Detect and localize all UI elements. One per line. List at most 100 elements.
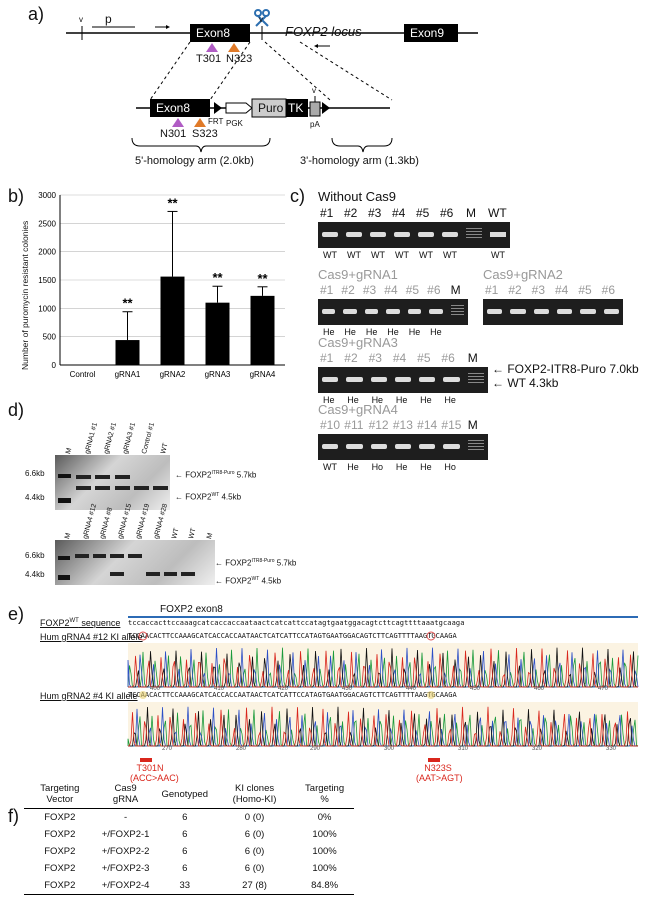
genotype-label: He xyxy=(395,395,408,405)
lane-label: #6 xyxy=(601,283,616,297)
allele1-sequence: TCCAACACTTCCAAAGCATCACCACCAATAACTCATCATT… xyxy=(128,632,457,640)
genotype-label: WT xyxy=(395,250,409,260)
band-wt-label: ← WT 4.3kb xyxy=(492,376,559,390)
genotype-label: He xyxy=(347,462,359,472)
tick-label: 300 xyxy=(384,746,395,752)
band xyxy=(346,377,363,382)
genotype-label: He xyxy=(408,327,421,337)
marker-label: M xyxy=(450,283,461,297)
panel-e-label: e) xyxy=(8,604,25,624)
v-mark-3: v xyxy=(312,86,316,95)
ki-band xyxy=(92,554,107,558)
ladder xyxy=(467,440,484,450)
table-cell: 100% xyxy=(312,846,337,857)
v-mark-2: v xyxy=(259,15,263,24)
band xyxy=(580,309,596,314)
genotype-label: Ho xyxy=(371,462,384,472)
band xyxy=(394,232,410,237)
lane-label: #13 xyxy=(392,418,413,432)
size-44: 4.4kb xyxy=(25,570,45,580)
marker-band xyxy=(58,575,70,581)
pcr-gels: Without Cas9 #1 WT #2 WT #3 WT #4 WT #5 WT #6 WT M WT W… xyxy=(318,189,639,472)
y-tick-label: 2500 xyxy=(38,219,56,228)
ladder xyxy=(450,305,464,315)
band xyxy=(418,232,434,237)
top-wt-label: ← FOXP2WT 4.5kb xyxy=(175,492,242,502)
wt-sequence-label: FOXP2WT sequence xyxy=(40,618,121,628)
lane-label: #4 xyxy=(392,351,407,365)
lane-label: #4 xyxy=(555,283,569,297)
band xyxy=(557,309,573,314)
band xyxy=(370,232,386,237)
ki-band xyxy=(114,475,130,479)
table-header: KI clones (Homo-KI) xyxy=(232,783,277,805)
band xyxy=(510,309,526,314)
significance-mark: ** xyxy=(212,270,223,285)
y-tick-label: 0 xyxy=(52,361,57,370)
tick-label: 440 xyxy=(406,686,417,692)
panel-f-label: f) xyxy=(8,806,19,826)
table-cell: +/FOXP2-1 xyxy=(101,829,150,840)
band xyxy=(370,377,387,382)
tick-label: 280 xyxy=(236,746,247,752)
marker-label: M xyxy=(466,206,476,220)
n301-label: N301 xyxy=(160,128,187,140)
table-cell: FOXP2 xyxy=(44,812,76,823)
colony-bar-chart: 0 500 1000 1500 2000 2500 3000 Control gRNA1 ** gR… xyxy=(38,191,285,379)
tick-label: 270 xyxy=(162,746,173,752)
genotype-label: He xyxy=(371,395,384,405)
band xyxy=(429,309,443,314)
lane-label: #6 xyxy=(427,283,441,297)
table-cell: +/FOXP2-3 xyxy=(101,863,150,874)
marker-band xyxy=(58,497,72,503)
lane-label: #2 xyxy=(344,206,358,220)
gRNA3-title: Cas9+gRNA3 xyxy=(318,335,398,350)
marker-label: M xyxy=(467,351,478,365)
table-row: FOXP2 +/FOXP2-1 6 6 (0) 100% xyxy=(24,826,354,843)
homology-arm-3: 3'-homology arm (1.3kb) xyxy=(300,155,419,167)
lane-label: #1 xyxy=(320,206,334,220)
table-row: FOXP2 +/FOXP2-4 33 27 (8) 84.8% xyxy=(24,877,354,895)
genotype-label: He xyxy=(347,395,359,405)
band xyxy=(394,444,412,449)
allele2-sequence: TCCAACACTTCCAAAGCATCACCACCAATAACTCATCATT… xyxy=(128,691,457,699)
x-tick-label: gRNA3 xyxy=(205,370,231,379)
genotype-label: WT xyxy=(443,250,457,260)
band xyxy=(322,232,338,237)
band xyxy=(346,444,363,449)
genotype-label: Ho xyxy=(444,462,456,472)
table-cell: 6 (0) xyxy=(244,846,265,857)
genotype-label: He xyxy=(344,327,356,337)
lane-label: #4 xyxy=(384,283,398,297)
ladder xyxy=(466,228,482,238)
genotype-label: He xyxy=(323,327,335,337)
table-cell: 6 xyxy=(182,812,188,823)
wt-band xyxy=(181,572,196,576)
lane-label: #2 xyxy=(341,283,355,297)
mut1-label: T301N (ACC>AAC) xyxy=(130,763,179,783)
homology-arm-5: 5'-homology arm (2.0kb) xyxy=(135,155,254,167)
y-tick-label: 1000 xyxy=(38,304,56,313)
wt-band xyxy=(95,486,111,490)
genotype-label: He xyxy=(430,327,442,337)
exon8-box xyxy=(190,24,250,42)
tk-label: TK xyxy=(288,101,304,115)
bot-ki-label: ← FOXP2ITR8-Puro 5.7kb xyxy=(215,558,297,568)
wt-band xyxy=(110,572,125,576)
table-row: FOXP2 +/FOXP2-3 6 6 (0) 100% xyxy=(24,860,354,877)
table-cell: +/FOXP2-4 xyxy=(101,880,150,891)
ki-band xyxy=(76,475,92,479)
lane-label: #6 xyxy=(441,351,455,365)
wt-band xyxy=(76,486,92,490)
gel-image xyxy=(483,299,623,325)
table-cell: +/FOXP2-2 xyxy=(101,846,150,857)
table-cell: 84.8% xyxy=(311,880,339,891)
y-tick-label: 3000 xyxy=(38,191,56,200)
panel-a-label: a) xyxy=(28,4,45,24)
bar-gRNA3 xyxy=(205,302,230,365)
gRNA1-title: Cas9+gRNA1 xyxy=(318,267,398,282)
exon8-label: Exon8 xyxy=(196,26,231,40)
band xyxy=(343,309,357,314)
panel-b-label: b) xyxy=(8,186,25,206)
tick-label: 310 xyxy=(458,746,469,752)
